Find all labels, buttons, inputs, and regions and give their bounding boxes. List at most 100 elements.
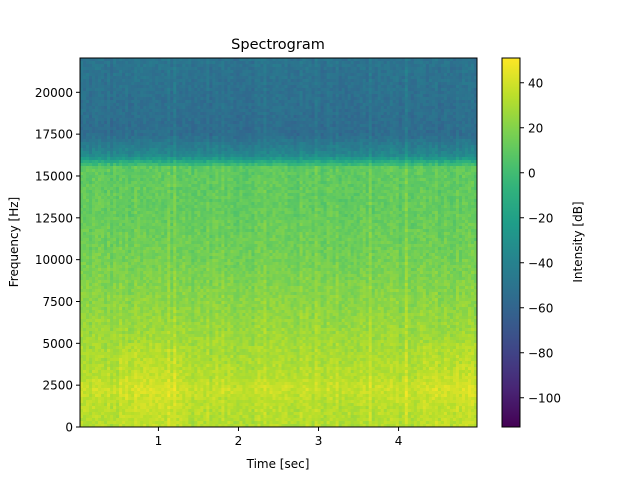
heatmap-cell xyxy=(161,76,165,80)
heatmap-cell xyxy=(254,166,258,170)
heatmap-cell xyxy=(140,79,144,83)
heatmap-cell xyxy=(317,103,322,107)
heatmap-cell xyxy=(455,136,460,140)
heatmap-cell xyxy=(467,79,472,83)
heatmap-cell xyxy=(245,100,249,104)
heatmap-cell xyxy=(332,169,337,173)
heatmap-cell xyxy=(212,70,216,74)
heatmap-cell xyxy=(116,142,120,146)
heatmap-cell xyxy=(374,82,379,86)
heatmap-cell xyxy=(209,67,213,71)
heatmap-cell xyxy=(119,148,123,152)
heatmap-cell xyxy=(197,97,201,101)
heatmap-cell xyxy=(158,100,162,104)
heatmap-cell xyxy=(305,58,309,62)
heatmap-cell xyxy=(365,94,370,98)
heatmap-cell xyxy=(209,88,213,92)
heatmap-cell xyxy=(224,130,228,134)
heatmap-cell xyxy=(326,166,331,170)
heatmap-cell xyxy=(374,70,379,74)
heatmap-cell xyxy=(221,88,225,92)
heatmap-cell xyxy=(86,124,90,128)
heatmap-cell xyxy=(257,115,261,119)
heatmap-cell xyxy=(302,61,306,65)
heatmap-cell xyxy=(308,58,312,62)
heatmap-cell xyxy=(122,148,126,152)
heatmap-cell xyxy=(137,154,141,158)
heatmap-cell xyxy=(191,88,195,92)
heatmap-cell xyxy=(407,151,412,155)
heatmap-cell xyxy=(191,94,195,98)
heatmap-cell xyxy=(353,145,358,149)
heatmap-cell xyxy=(164,169,168,173)
heatmap-cell xyxy=(242,76,246,80)
heatmap-cell xyxy=(116,151,120,155)
heatmap-cell xyxy=(125,76,129,80)
heatmap-cell xyxy=(194,148,198,152)
heatmap-cell xyxy=(464,79,469,83)
heatmap-cell xyxy=(299,136,303,140)
heatmap-cell xyxy=(254,88,258,92)
heatmap-cell xyxy=(359,61,364,65)
heatmap-cell xyxy=(431,121,436,125)
heatmap-cell xyxy=(224,106,228,110)
heatmap-cell xyxy=(92,142,96,146)
heatmap-cell xyxy=(392,103,397,107)
heatmap-cell xyxy=(431,73,436,77)
heatmap-cell xyxy=(455,142,460,146)
heatmap-cell xyxy=(386,67,391,71)
heatmap-cell xyxy=(422,151,427,155)
heatmap-cell xyxy=(290,91,294,95)
heatmap-cell xyxy=(101,145,105,149)
heatmap-cell xyxy=(146,58,150,62)
heatmap-cell xyxy=(95,76,99,80)
heatmap-cell xyxy=(224,76,228,80)
heatmap-cell xyxy=(143,73,147,77)
heatmap-cell xyxy=(260,82,264,86)
heatmap-cell xyxy=(293,85,297,89)
heatmap-cell xyxy=(116,73,120,77)
heatmap-cell xyxy=(362,139,367,143)
heatmap-cell xyxy=(449,133,454,137)
heatmap-cell xyxy=(149,58,153,62)
heatmap-cell xyxy=(239,88,243,92)
heatmap-cell xyxy=(257,169,261,173)
heatmap-cell xyxy=(431,115,436,119)
heatmap-cell xyxy=(107,70,111,74)
heatmap-cell xyxy=(119,133,123,137)
heatmap-cell xyxy=(422,82,427,86)
heatmap-cell xyxy=(392,58,397,62)
heatmap-cell xyxy=(434,88,439,92)
heatmap-cell xyxy=(368,91,373,95)
heatmap-cell xyxy=(242,58,246,62)
heatmap-cell xyxy=(218,82,222,86)
heatmap-cell xyxy=(227,166,231,170)
heatmap-cell xyxy=(143,85,147,89)
heatmap-cell xyxy=(245,154,249,158)
heatmap-cell xyxy=(86,169,90,173)
heatmap-cell xyxy=(128,115,132,119)
heatmap-cell xyxy=(296,160,300,164)
heatmap-cell xyxy=(254,64,258,68)
heatmap-cell xyxy=(182,136,186,140)
heatmap-cell xyxy=(110,67,114,71)
heatmap-cell xyxy=(164,163,168,167)
heatmap-cell xyxy=(467,67,472,71)
heatmap-cell xyxy=(296,142,300,146)
heatmap-cell xyxy=(83,160,87,164)
heatmap-cell xyxy=(446,85,451,89)
heatmap-cell xyxy=(269,88,273,92)
heatmap-cell xyxy=(344,139,349,143)
heatmap-cell xyxy=(434,100,439,104)
heatmap-cell xyxy=(278,124,282,128)
heatmap-cell xyxy=(461,64,466,68)
heatmap-cell xyxy=(458,94,463,98)
heatmap-cell xyxy=(425,115,430,119)
heatmap-cell xyxy=(437,112,442,116)
heatmap-cell xyxy=(377,94,382,98)
heatmap-cell xyxy=(359,139,364,143)
heatmap-cell xyxy=(266,109,270,113)
heatmap-cell xyxy=(230,133,234,137)
heatmap-cell xyxy=(137,73,141,77)
heatmap-cell xyxy=(422,133,427,137)
